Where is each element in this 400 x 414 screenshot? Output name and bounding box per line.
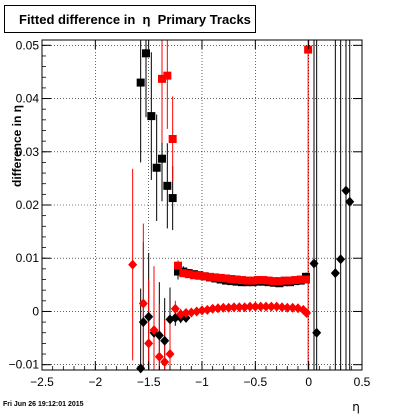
square-marker bbox=[206, 272, 214, 281]
diamond-marker bbox=[312, 327, 322, 338]
square-marker bbox=[195, 271, 204, 280]
x-tick-label: −2.5 bbox=[30, 375, 54, 389]
square-marker bbox=[190, 271, 198, 280]
square-marker bbox=[158, 154, 166, 163]
square-marker bbox=[238, 276, 246, 285]
diamond-marker bbox=[213, 303, 223, 314]
diamond-marker bbox=[245, 301, 255, 312]
square-marker bbox=[174, 261, 182, 270]
square-marker bbox=[270, 277, 278, 286]
diamond-marker bbox=[160, 335, 170, 346]
diamond-marker bbox=[282, 302, 292, 313]
square-marker bbox=[243, 276, 252, 285]
square-marker bbox=[227, 274, 236, 283]
y-tick-label: 0.01 bbox=[16, 251, 40, 265]
x-tick-label: −0.5 bbox=[243, 375, 267, 389]
square-marker bbox=[147, 112, 156, 121]
diamond-marker bbox=[345, 196, 355, 207]
square-marker bbox=[259, 276, 268, 285]
y-tick-label: 0.04 bbox=[16, 92, 40, 106]
diamond-marker bbox=[224, 302, 234, 313]
square-marker bbox=[211, 273, 220, 282]
diamond-marker bbox=[240, 302, 250, 313]
x-axis-label: η bbox=[352, 400, 360, 414]
timestamp-footer: Fri Jun 26 19:12:01 2015 bbox=[3, 401, 84, 408]
diamond-marker bbox=[256, 301, 266, 312]
x-tick-label: −1 bbox=[195, 375, 209, 389]
x-tick-label: 0.5 bbox=[354, 375, 371, 389]
chart-title-box: Fitted difference in η Primary Tracks bbox=[4, 5, 256, 33]
square-marker bbox=[304, 45, 313, 54]
diamond-marker bbox=[165, 349, 175, 360]
diamond-marker bbox=[154, 351, 164, 362]
markers bbox=[128, 45, 355, 374]
diamond-marker bbox=[149, 325, 159, 336]
diamond-marker bbox=[266, 301, 276, 312]
diamond-marker bbox=[144, 311, 154, 322]
diamond-marker bbox=[309, 258, 319, 269]
square-marker bbox=[248, 276, 257, 285]
diamond-marker bbox=[218, 302, 228, 313]
square-marker bbox=[264, 276, 273, 285]
diamond-marker bbox=[250, 301, 260, 312]
diamond-marker bbox=[272, 301, 282, 312]
y-tick-label: 0 bbox=[32, 304, 39, 318]
diamond-marker bbox=[160, 357, 170, 368]
square-marker bbox=[275, 277, 284, 286]
x-tick-label: −2 bbox=[88, 375, 102, 389]
diamond-marker bbox=[197, 305, 207, 316]
diamond-marker bbox=[208, 303, 218, 314]
diamond-marker bbox=[144, 338, 154, 349]
diamond-marker bbox=[136, 363, 146, 374]
square-marker bbox=[232, 275, 241, 284]
square-marker bbox=[184, 270, 193, 279]
tick-labels: −2.5 −2 −1.5 −1 −0.5 0 0.5 −0.01 0 0.01 0.02 0.03 0.… bbox=[9, 38, 371, 389]
diamond-marker bbox=[229, 302, 239, 313]
x-tick-label: 0 bbox=[305, 375, 312, 389]
square-marker bbox=[136, 78, 145, 87]
square-marker bbox=[179, 269, 188, 278]
square-marker bbox=[296, 275, 305, 284]
square-marker bbox=[280, 276, 289, 285]
square-marker bbox=[158, 74, 166, 83]
square-marker bbox=[168, 135, 177, 143]
square-marker bbox=[291, 276, 300, 285]
square-marker bbox=[254, 276, 262, 285]
y-tick-label: 0.05 bbox=[16, 38, 40, 52]
square-marker bbox=[168, 194, 177, 203]
diamond-marker bbox=[138, 298, 148, 309]
chart-title: Fitted difference in η Primary Tracks bbox=[19, 12, 251, 27]
diamond-marker bbox=[128, 259, 138, 270]
diamond-marker bbox=[181, 308, 191, 319]
square-marker bbox=[302, 275, 310, 284]
y-tick-label: −0.01 bbox=[9, 358, 40, 372]
diamond-marker bbox=[234, 302, 244, 313]
axis-ticks bbox=[41, 40, 363, 370]
square-marker bbox=[222, 274, 230, 283]
square-marker bbox=[174, 267, 182, 276]
square-marker bbox=[142, 49, 150, 58]
square-marker bbox=[163, 181, 172, 190]
diamond-marker bbox=[170, 303, 180, 314]
square-marker bbox=[163, 71, 172, 80]
diamond-marker bbox=[261, 301, 271, 312]
y-axis-label: difference in η bbox=[10, 105, 24, 187]
square-marker bbox=[200, 272, 209, 281]
diamond-marker bbox=[138, 317, 148, 328]
square-marker bbox=[286, 276, 294, 285]
y-tick-label: 0.02 bbox=[16, 198, 40, 212]
diamond-marker bbox=[277, 302, 287, 313]
y-tick-label: 0.03 bbox=[16, 145, 40, 159]
square-marker bbox=[152, 163, 161, 172]
diamond-marker bbox=[288, 302, 298, 313]
diamond-marker bbox=[302, 308, 312, 319]
diamond-marker bbox=[341, 185, 351, 196]
diamond-marker bbox=[154, 330, 164, 341]
square-marker bbox=[216, 273, 225, 282]
diamond-marker bbox=[330, 268, 340, 279]
x-tick-label: −1.5 bbox=[137, 375, 161, 389]
diamond-marker bbox=[336, 254, 346, 265]
